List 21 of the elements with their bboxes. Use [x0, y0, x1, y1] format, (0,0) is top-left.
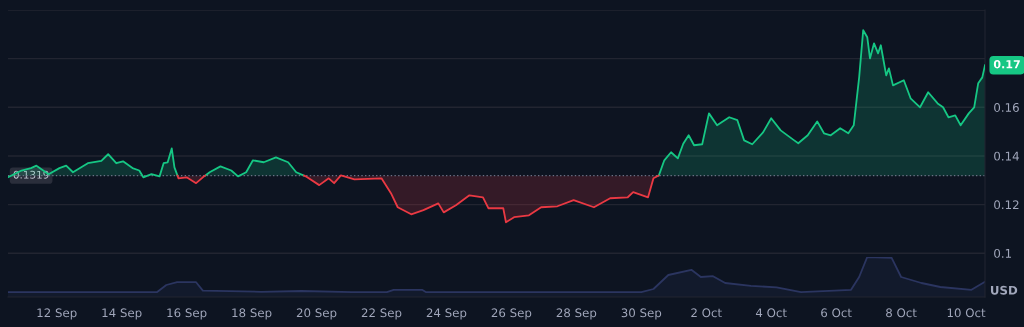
annotation: 0.17 [993, 60, 1020, 69]
x-tick-label: 20 Sep [296, 308, 337, 320]
x-tick-label: 6 Oct [821, 308, 852, 318]
x-tick-label: 4 Oct [755, 308, 787, 318]
x-tick-label: 14 Sep [102, 308, 142, 320]
y-axis-title: USD [990, 285, 1018, 295]
x-tick-label: 2 Oct [691, 308, 722, 318]
x-tick-label: 16 Sep [167, 308, 207, 320]
x-tick-label: 24 Sep [426, 308, 467, 320]
x-tick-label: 22 Sep [361, 308, 402, 320]
x-tick-label: 30 Sep [621, 308, 662, 320]
x-tick-label: 26 Sep [491, 308, 532, 320]
x-tick-label: 18 Sep [232, 308, 272, 320]
y-tick-label: 0.12 [994, 200, 1019, 210]
x-tick-label: 28 Sep [556, 308, 597, 320]
x-tick-label: 10 Oct [947, 308, 986, 318]
y-tick-label: 0.14 [994, 151, 1019, 161]
y-tick-label: 0.16 [994, 103, 1019, 112]
y-tick-label: 0.1 [994, 248, 1012, 258]
x-tick-label: 8 Oct [886, 308, 917, 318]
x-tick-label: 12 Sep [37, 308, 77, 320]
